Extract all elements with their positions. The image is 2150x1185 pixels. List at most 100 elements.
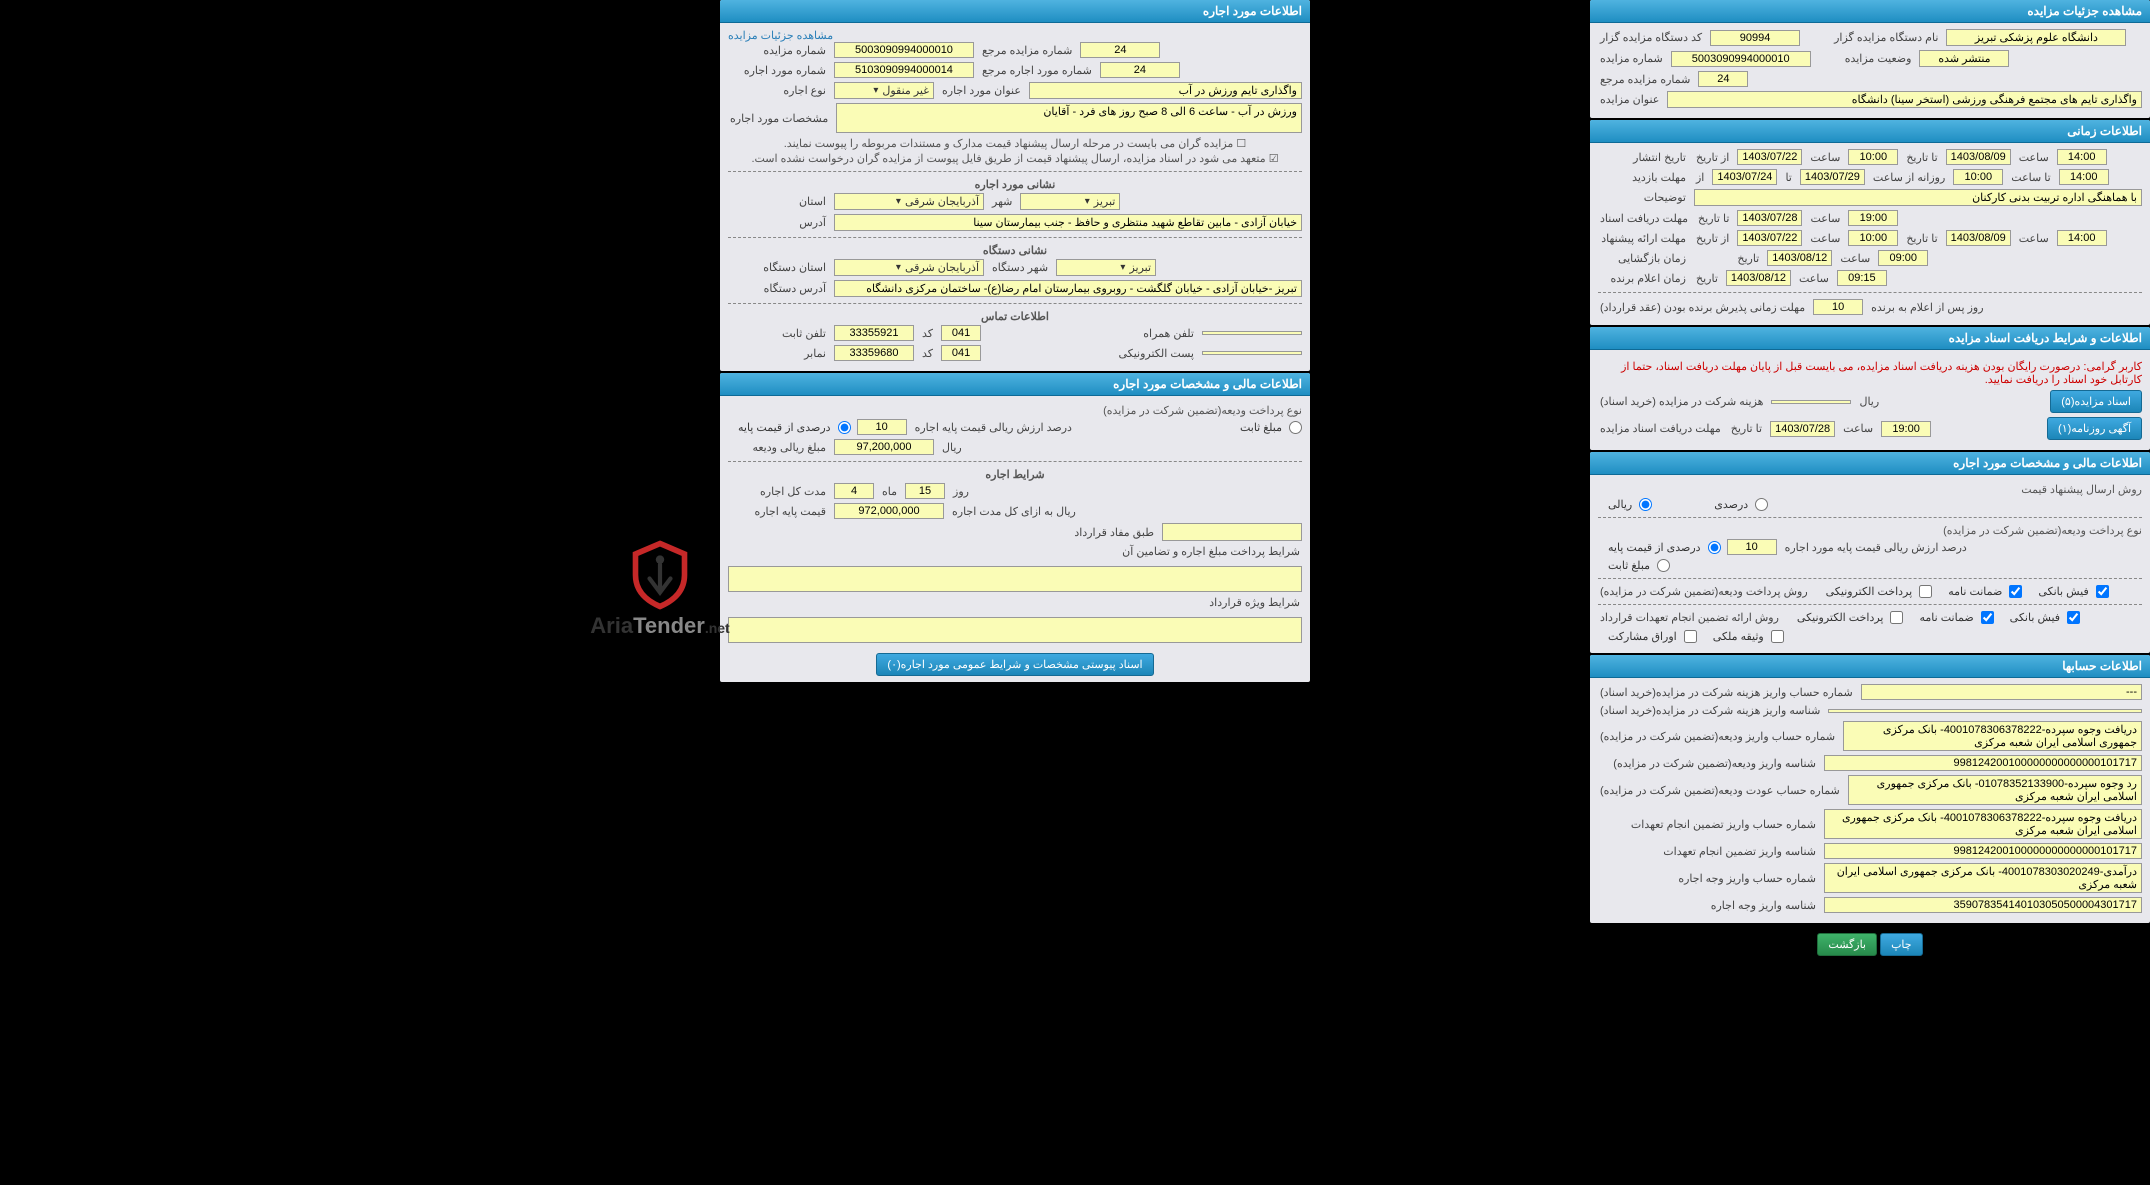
panel-rent-info: اطلاعات مورد اجاره مشاهده جزئیات مزایده … [720,0,1310,371]
terms-section: شرایط اجاره [728,468,1302,481]
header-auction-detail: مشاهده جزئیات مزایده [1590,0,2150,23]
fax-val: 33359680 [834,345,914,361]
watermark-logo: AriaTender.net [560,540,760,639]
winner-date: 1403/08/12 [1726,270,1791,286]
code-label: کد [920,327,935,340]
visit-from-lbl: از [1694,171,1706,184]
pub-from: 1403/07/22 [1737,149,1802,165]
shield-icon [625,540,695,610]
acc6-val: دریافت وجوه سپرده-4001078306378222- بانک… [1824,809,2142,839]
org-addr-label: آدرس دستگاه [728,282,828,295]
base-percent-suffix: درصد ارزش ریالی قیمت پایه مورد اجاره [1783,541,1969,554]
org-value: دانشگاه علوم پزشکی تبریز [1946,29,2126,46]
lradio-fixed[interactable]: مبلغ ثابت [1240,421,1302,434]
chk-shares[interactable]: اوراق مشارکت [1608,630,1697,643]
acc1-val: --- [1861,684,2142,700]
pub-to-time: 14:00 [2057,149,2107,165]
pub-from-lbl: از تاریخ [1694,151,1731,164]
org-addr-section: نشانی دستگاه [728,244,1302,257]
note1: مزایده گران می بایست در مرحله ارسال پیشن… [784,138,1234,150]
chk-guarantee[interactable]: ضمانت نامه [1948,585,2022,598]
pay-terms-textarea[interactable] [728,566,1302,592]
duration-months: 4 [834,483,874,499]
pub-to: 1403/08/09 [1946,149,2011,165]
body-accounts: شماره حساب واریز هزینه شرکت در مزایده(خر… [1590,678,2150,923]
offer-to: 1403/08/09 [1946,230,2011,246]
lbase-percent-suffix: درصد ارزش ریالی قیمت پایه اجاره [913,421,1074,434]
body-financial: روش ارسال پیشنهاد قیمت ریالی درصدی نوع پ… [1590,475,2150,653]
item-ref-val: 24 [1100,62,1180,78]
daily-to: 14:00 [2059,169,2109,185]
chk-guarantee-2[interactable]: ضمانت نامه [1919,611,1993,624]
header-doc-terms: اطلاعات و شرایط دریافت اسناد مزایده [1590,327,2150,350]
org-city-dropdown[interactable]: تبریز [1056,259,1156,276]
open-date: 1403/08/12 [1767,250,1832,266]
back-button[interactable]: بازگشت [1817,933,1877,956]
offer-from-time: 10:00 [1848,230,1898,246]
radio-base-percent[interactable]: درصدی از قیمت پایه [1608,541,1721,554]
title-label: عنوان مزایده [1598,93,1661,106]
fee-label: هزینه شرکت در مزایده (خرید اسناد) [1598,395,1765,408]
panel-auction-detail: مشاهده جزئیات مزایده کد دستگاه مزایده گز… [1590,0,2150,118]
radio-percent[interactable]: درصدی [1714,498,1768,511]
chk-elec[interactable]: پرداخت الکترونیکی [1826,585,1933,598]
acc8-val: درآمدی-4001078303020249- بانک مرکزی جمهو… [1824,863,2142,893]
panel-doc-terms: اطلاعات و شرایط دریافت اسناد مزایده کارب… [1590,327,2150,450]
header-financial: اطلاعات مالی و مشخصات مورد اجاره [1590,452,2150,475]
newspaper-button[interactable]: آگهی روزنامه(۱) [2047,417,2142,440]
fax-label: نمابر [728,347,828,360]
rent-type-label: نوع اجاره [728,84,828,97]
radio-fixed[interactable]: مبلغ ثابت [1608,559,1670,572]
contract-doc-val [1162,523,1302,541]
docs-button[interactable]: اسناد مزایده(۵) [2050,390,2142,413]
city-dropdown[interactable]: تبریز [1020,193,1120,210]
contract-doc-label: طبق مفاد قرارداد [1072,526,1156,539]
pay-method-label: روش پرداخت ودیعه(تضمین شرکت در مزایده) [1598,585,1810,598]
rent-type-dropdown[interactable]: غیر منقول [834,82,934,99]
duration-days: 15 [905,483,945,499]
lnum-label: شماره مزایده [728,44,828,57]
doc-deadline-label: مهلت دریافت اسناد مزایده [1598,422,1723,435]
chk-elec-2[interactable]: پرداخت الکترونیکی [1797,611,1904,624]
acc9-val: 359078354140103050500004301717 [1824,897,2142,913]
duration-label: مدت کل اجاره [728,485,828,498]
method-label: روش ارسال پیشنهاد قیمت [1598,483,2142,496]
daily-from-lbl: روزانه از ساعت [1871,171,1947,184]
special-terms-textarea[interactable] [728,617,1302,643]
org-province-dropdown[interactable]: آذربایجان شرقی [834,259,984,276]
print-button[interactable]: چاپ [1880,933,1923,956]
visit-to-lbl: تا [1783,171,1793,184]
radio-riyali[interactable]: ریالی [1608,498,1652,511]
daily-to-lbl: تا ساعت [2009,171,2052,184]
org-label: نام دستگاه مزایده گزار [1832,31,1940,44]
org-province-label: استان دستگاه [728,261,828,274]
rent-title-label: عنوان مورد اجاره [940,84,1023,97]
pub-to-lbl: تا تاریخ [1904,151,1939,164]
body-doc-terms: کاربر گرامی: درصورت رایگان بودن هزینه در… [1590,350,2150,450]
pub-from-time: 10:00 [1848,149,1898,165]
lradio-base-percent[interactable]: درصدی از قیمت پایه [738,421,851,434]
open-label: زمان بازگشایی [1598,252,1688,265]
chk-bank-2[interactable]: فیش بانکی [2010,611,2080,624]
doc-deadline-date: 1403/07/28 [1770,421,1835,437]
acc9-label: شناسه واریز وجه اجاره [1598,899,1818,912]
open-time: 09:00 [1878,250,1928,266]
special-terms-label: شرایط ویژه قرارداد [728,596,1302,609]
province-dropdown[interactable]: آذربایجان شرقی [834,193,984,210]
details-link[interactable]: مشاهده جزئیات مزایده [728,30,833,42]
phone-label: تلفن ثابت [728,327,828,340]
body-auction-detail: کد دستگاه مزایده گزار 90994 نام دستگاه م… [1590,23,2150,118]
deposit-amount-val: 97,200,000 [834,439,934,455]
item-ref-label: شماره مورد اجاره مرجع [980,64,1094,77]
ref-label: شماره مزایده مرجع [1598,73,1692,86]
code-val: 041 [941,325,981,341]
pub-label: تاریخ انتشار [1598,151,1688,164]
contact-section: اطلاعات تماس [728,310,1302,323]
doc-to: 1403/07/28 [1737,210,1802,226]
chk-bank[interactable]: فیش بانکی [2038,585,2108,598]
header-rent-info: اطلاعات مورد اجاره [720,0,1310,23]
attachments-button[interactable]: اسناد پیوستی مشخصات و شرایط عمومی مورد ا… [876,653,1153,676]
chk-property[interactable]: وثیقه ملکی [1713,630,1784,643]
acc1-label: شماره حساب واریز هزینه شرکت در مزایده(خر… [1598,686,1855,699]
accept-val: 10 [1813,299,1863,315]
